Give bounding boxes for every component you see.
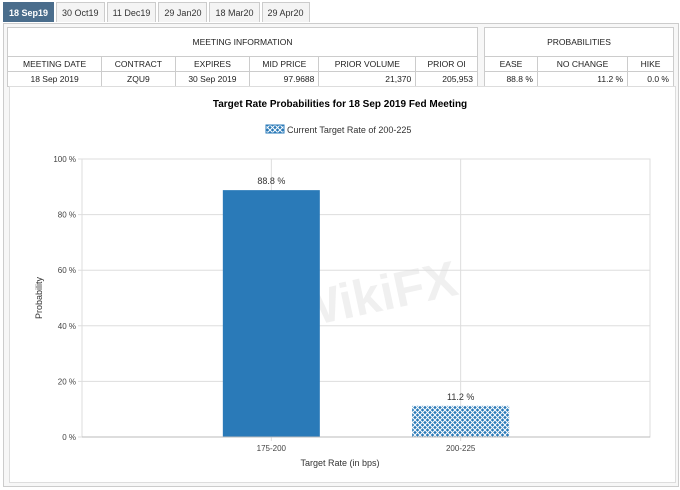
cell-mid-price: 97.9688 [249,71,320,87]
col-header: CONTRACT [101,56,176,72]
y-tick-label: 20 % [58,377,76,386]
data-label: 11.2 % [447,392,474,402]
bar-175-200 [222,190,320,437]
probabilities-title: PROBABILITIES [484,27,674,57]
probabilities-table: PROBABILITIES EASE NO CHANGE HIKE 88.8 %… [484,27,674,87]
tab-18-sep19[interactable]: 18 Sep19 [3,2,55,22]
y-tick-label: 60 % [58,266,76,275]
y-tick-label: 0 % [62,433,76,442]
y-axis-label: Probability [34,276,44,319]
meeting-info-table: MEETING INFORMATION MEETING DATE CONTRAC… [6,27,478,87]
meeting-tabs: 18 Sep19 30 Oct19 11 Dec19 29 Jan20 18 M… [3,2,310,22]
y-tick-label: 40 % [58,322,76,331]
tab-11-dec19[interactable]: 11 Dec19 [106,2,157,22]
tab-29-jan20[interactable]: 29 Jan20 [158,2,208,22]
chart-title: Target Rate Probabilities for 18 Sep 201… [213,99,467,110]
tab-29-apr20[interactable]: 29 Apr20 [261,2,310,22]
chart-container [9,86,676,483]
y-tick-label: 100 % [53,155,76,164]
tab-18-mar20[interactable]: 18 Mar20 [209,2,260,22]
bar-200-225 [412,405,510,437]
tab-30-oct19[interactable]: 30 Oct19 [56,2,105,22]
y-tick-label: 80 % [58,211,76,220]
data-label: 88.8 % [257,176,285,186]
legend-label[interactable]: Current Target Rate of 200-225 [287,125,411,135]
x-tick-label: 200-225 [446,444,476,453]
content-panel: MEETING INFORMATION MEETING DATE CONTRAC… [3,23,679,487]
legend-swatch [265,124,285,134]
x-tick-label: 175-200 [257,444,287,453]
x-axis-label: Target Rate (in bps) [300,458,379,468]
